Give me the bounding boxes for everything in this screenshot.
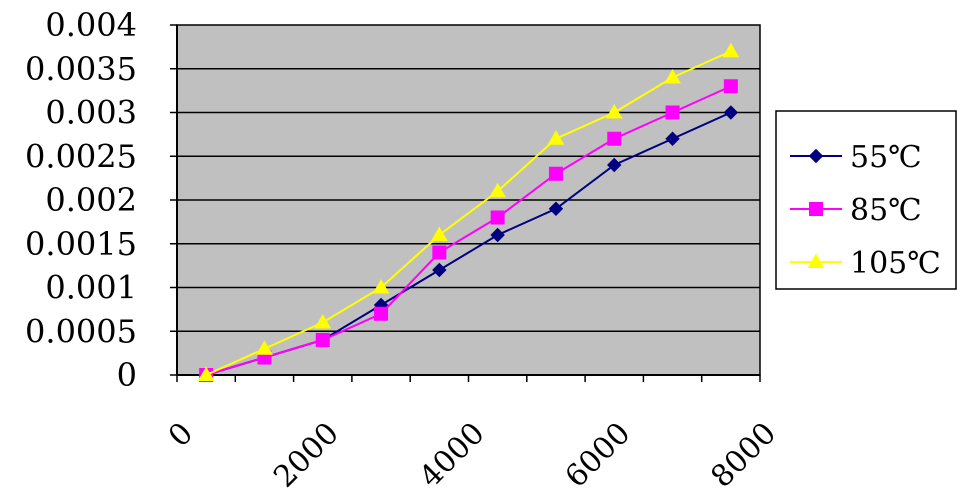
legend-label: 55℃ [850,140,922,175]
diamond-marker [548,201,564,216]
triangle-marker [256,340,273,355]
legend-item-85: 85℃ [790,193,922,228]
series-group [197,42,740,383]
y-tick-label: 0.004 [45,6,137,44]
y-tick-label: 0.003 [45,94,137,132]
square-marker [548,166,563,181]
y-tick-label: 0.0035 [25,50,137,88]
legend-box [775,110,957,290]
square-marker [665,105,680,120]
triangle-marker [605,103,623,119]
legend-label: 85℃ [850,193,922,228]
diamond-marker [665,131,680,146]
square-marker [723,79,738,94]
legend-item-105: 105℃ [790,246,941,281]
series-105 [197,42,740,381]
series-line-85 [205,85,732,376]
diamond-marker [723,105,739,120]
y-tick-label: 0.002 [45,181,137,219]
y-tick-label: 0.001 [45,269,137,307]
square-marker [809,202,823,216]
y-tick-label: 0.0025 [25,137,137,175]
legend-label: 105℃ [850,246,941,281]
x-tick-label: 4000 [413,416,492,495]
triangle-marker [547,130,565,145]
triangle-marker [664,68,681,84]
x-tick-label: 6000 [559,416,638,495]
x-tick-label: 2000 [267,416,346,495]
y-axis-tick-labels: 0 0.0005 0.001 0.0015 0.002 0.0025 0.003 0.0035… [25,6,137,394]
y-tick-label: 0.0015 [25,225,137,263]
triangle-marker [314,313,332,329]
x-tick-label: 0 [162,416,200,454]
y-tick-label: 0.0005 [25,312,137,350]
legend: 55℃ 85℃ 105℃ [775,110,957,290]
triangle-marker [372,278,390,294]
gridlines [170,24,760,376]
series-85 [199,79,738,382]
square-marker [490,210,505,225]
triangle-marker [430,226,448,241]
square-marker [607,131,622,146]
series-line-105 [205,50,732,376]
triangle-marker [197,366,215,381]
square-marker [374,306,389,321]
x-tick-label: 8000 [704,416,783,495]
legend-item-55: 55℃ [790,140,922,175]
diamond-marker [432,262,447,278]
square-marker [315,333,330,347]
diamond-marker [607,157,622,173]
triangle-marker [807,253,825,268]
triangle-marker [489,182,507,198]
x-axis-tick-labels: 0 2000 4000 6000 8000 [162,416,783,495]
y-tick-label: 0 [117,356,137,394]
triangle-marker [722,42,740,58]
axes [176,25,761,382]
square-marker [432,245,447,260]
diamond-marker [808,148,824,164]
diamond-marker [490,227,505,243]
